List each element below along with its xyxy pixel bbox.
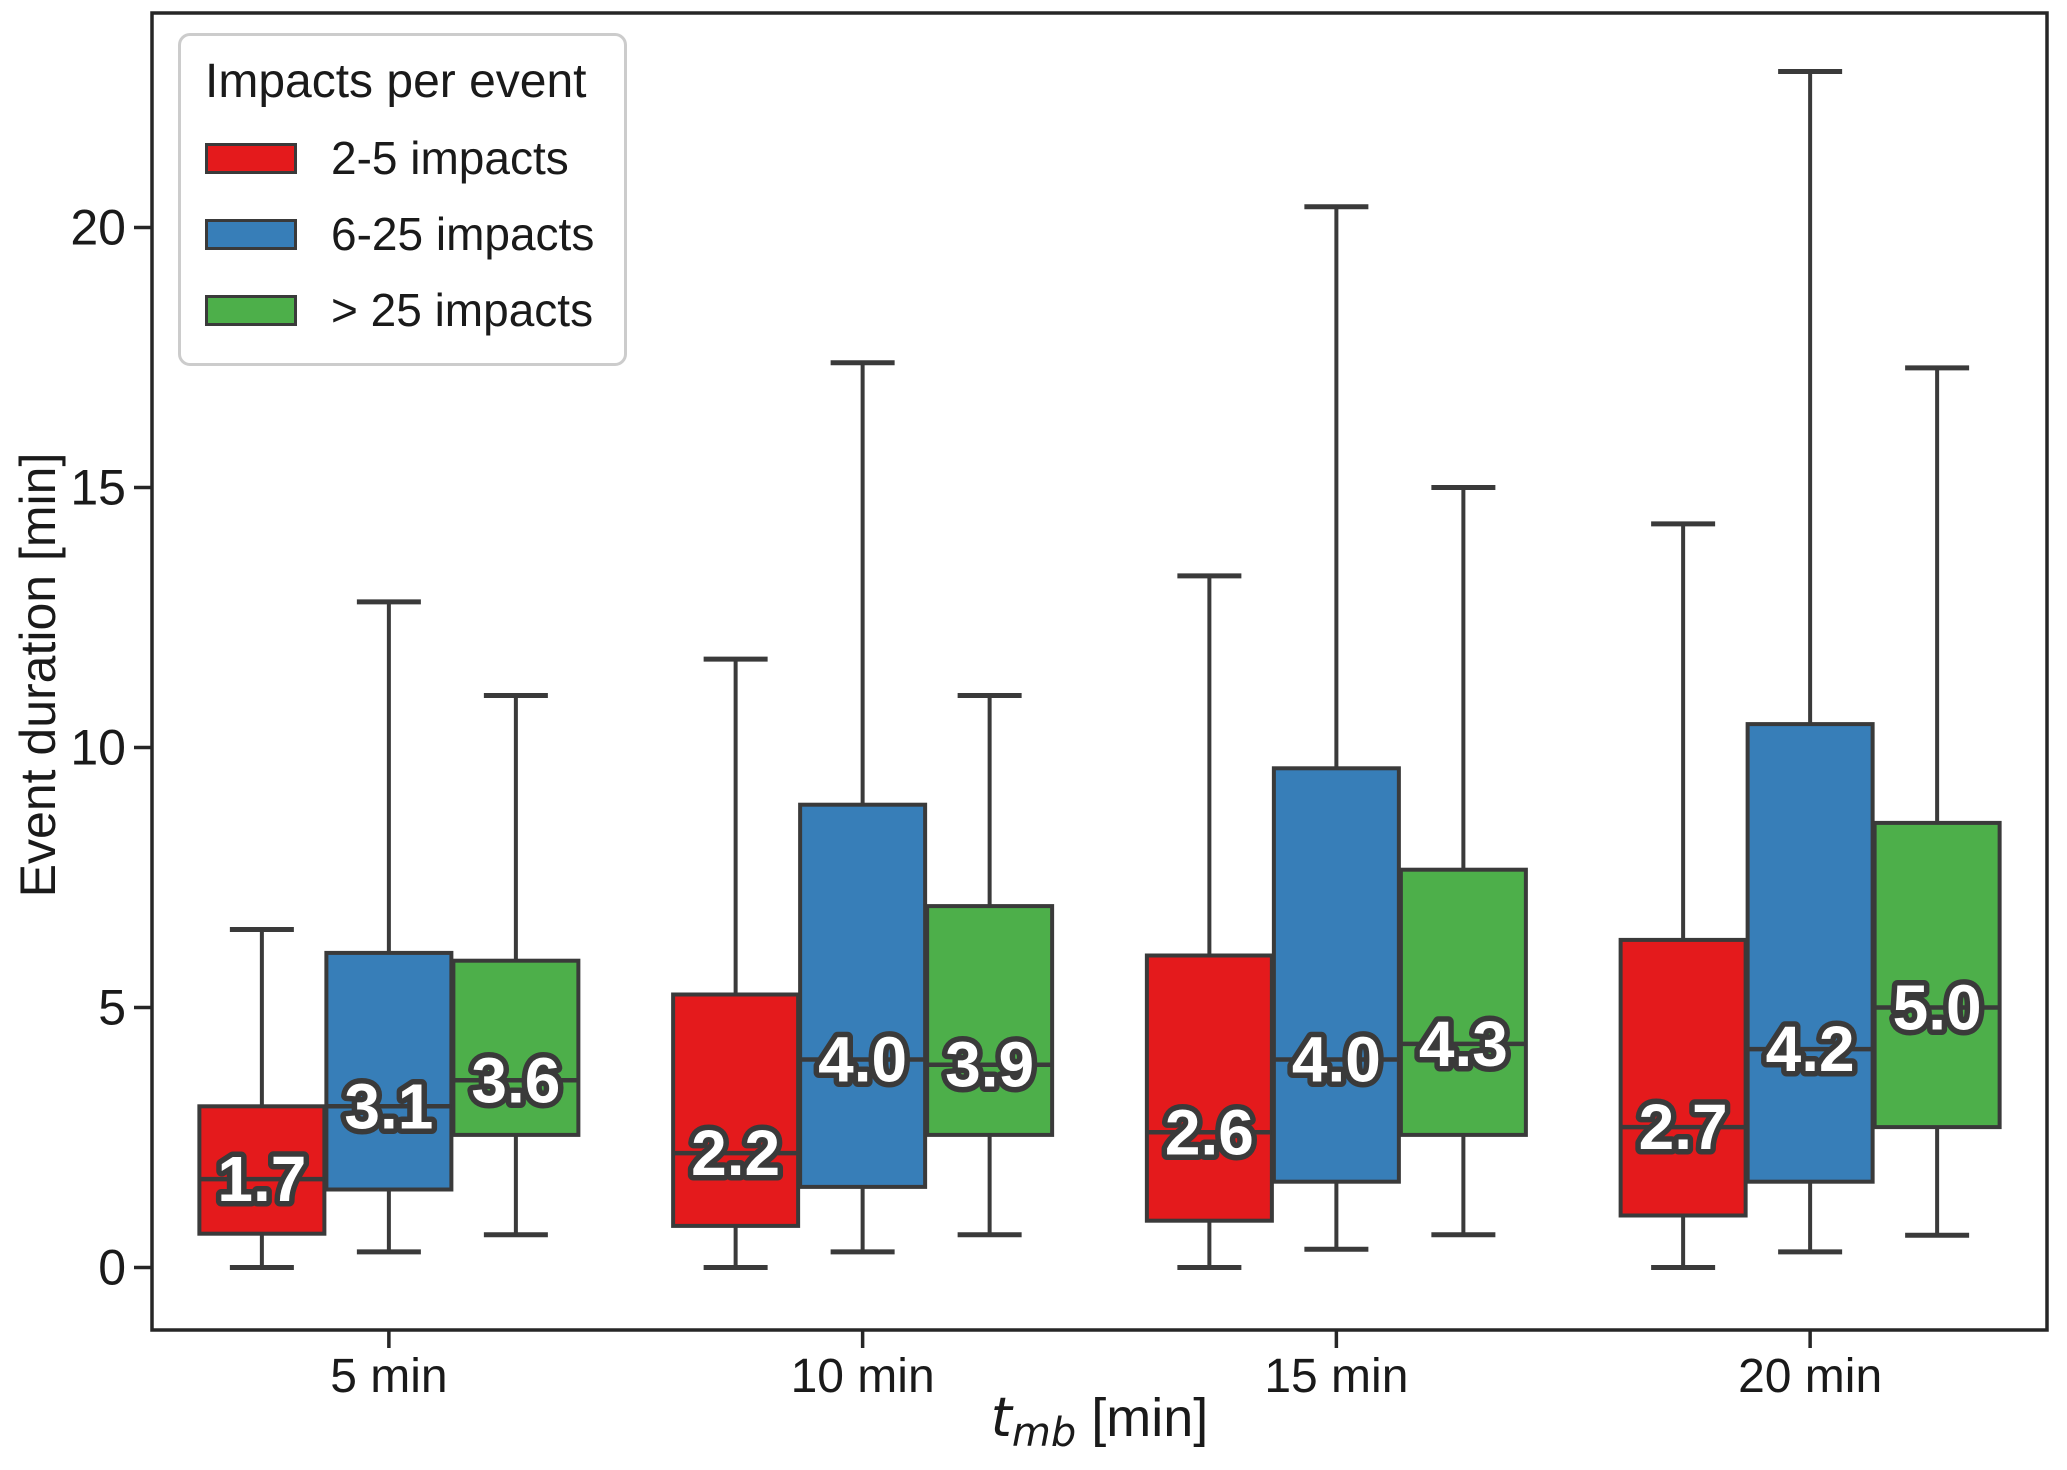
y-tick-label: 20: [70, 200, 126, 256]
median-value-label: 3.6: [471, 1044, 560, 1116]
legend-swatch: [205, 218, 297, 250]
median-value-label: 4.0: [818, 1024, 907, 1096]
median-value-label: 4.3: [1419, 1008, 1508, 1080]
median-value-label: 2.7: [1639, 1091, 1728, 1163]
x-tick-label: 15 min: [1264, 1350, 1408, 1403]
x-tick-label: 10 min: [791, 1350, 935, 1403]
x-tick-label: 20 min: [1738, 1350, 1882, 1403]
box-625impacts-20min: [1745, 722, 1875, 1184]
x-axis-label-subscript: mb: [1011, 1410, 1077, 1456]
legend-entry-label: 6-25 impacts: [331, 208, 595, 260]
legend-rows: 2-5 impacts 6-25 impacts > 25 impacts: [205, 131, 594, 337]
box-25impacts-15min: [1398, 867, 1528, 1137]
legend: Impacts per event 2-5 impacts 6-25 impact…: [178, 33, 628, 366]
plot-frame: [150, 11, 2049, 1332]
median-value-label: 4.2: [1766, 1013, 1855, 1085]
median-value-label: 4.0: [1292, 1024, 1381, 1096]
x-axis-label-var: t: [990, 1386, 1012, 1449]
x-axis-label-unit: [min]: [1076, 1388, 1209, 1448]
legend-entry-label: > 25 impacts: [331, 284, 594, 336]
legend-swatch: [205, 294, 297, 326]
y-tick-label: 15: [70, 460, 126, 516]
median-value-label: 1.7: [217, 1143, 306, 1215]
box-25impacts-20min: [1618, 937, 1748, 1218]
legend-entry: > 25 impacts: [205, 283, 594, 337]
median-value-label: 3.9: [945, 1029, 1034, 1101]
median-value-label: 3.1: [344, 1070, 433, 1142]
y-tick-label: 5: [98, 980, 126, 1036]
x-axis-label: tmb [min]: [0, 1386, 2067, 1456]
x-tick-label: 5 min: [330, 1350, 447, 1403]
box-625impacts-10min: [798, 802, 928, 1189]
y-tick-label: 10: [70, 720, 126, 776]
box-25impacts-5min: [451, 958, 581, 1137]
legend-entry: 2-5 impacts: [205, 131, 594, 185]
legend-entry: 6-25 impacts: [205, 207, 594, 261]
median-value-label: 5.0: [1893, 972, 1982, 1044]
median-value-label: 2.6: [1165, 1096, 1254, 1168]
legend-entry-label: 2-5 impacts: [331, 132, 569, 184]
y-axis-label: Event duration [min]: [10, 452, 66, 898]
legend-title: Impacts per event: [205, 55, 587, 108]
y-tick-label: 0: [98, 1240, 126, 1296]
box-25impacts-10min: [925, 904, 1055, 1137]
box-625impacts-15min: [1271, 766, 1401, 1184]
legend-swatch: [205, 142, 297, 174]
median-value-label: 2.2: [691, 1117, 780, 1189]
box-25impacts-20min: [1872, 820, 2002, 1130]
box-25impacts-15min: [1144, 953, 1274, 1223]
box-625impacts-5min: [324, 950, 454, 1192]
box-25impacts-10min: [671, 992, 801, 1228]
